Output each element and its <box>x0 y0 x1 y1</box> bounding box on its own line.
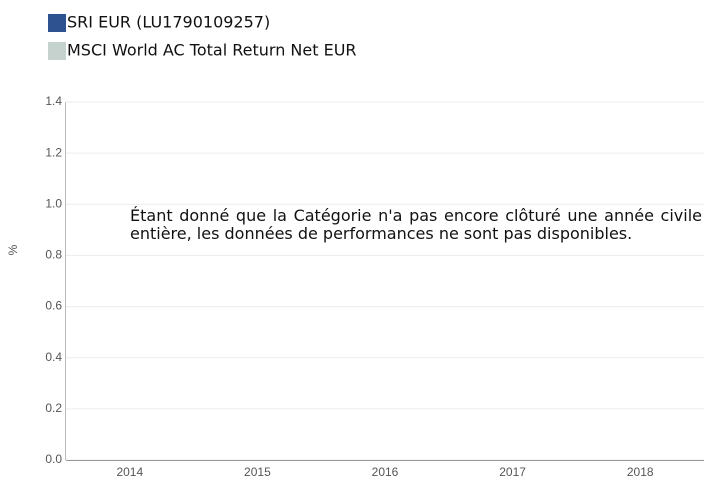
y-tick-label: 0.0 <box>45 452 62 466</box>
legend-swatch <box>48 14 66 32</box>
x-tick-label: 2016 <box>372 465 399 479</box>
y-tick-label: 1.2 <box>45 145 62 159</box>
annotation: Étant donné que la Catégorie n'a pas enc… <box>130 206 702 243</box>
y-tick-label: 0.2 <box>45 401 62 415</box>
x-tick-label: 2015 <box>244 465 271 479</box>
y-axis-label: % <box>6 244 20 255</box>
y-tick-label: 0.4 <box>45 350 62 364</box>
y-tick-label: 0.6 <box>45 299 62 313</box>
y-tick-label: 0.8 <box>45 248 62 262</box>
legend-label: MSCI World AC Total Return Net EUR <box>67 41 357 60</box>
y-tick-label: 1.0 <box>45 196 62 210</box>
x-tick-label: 2014 <box>116 465 143 479</box>
x-tick-label: 2018 <box>627 465 654 479</box>
x-tick-label: 2017 <box>499 465 526 479</box>
legend-swatch <box>48 42 66 60</box>
y-tick-label: 1.4 <box>45 94 62 108</box>
legend-label: SRI EUR (LU1790109257) <box>67 13 270 32</box>
